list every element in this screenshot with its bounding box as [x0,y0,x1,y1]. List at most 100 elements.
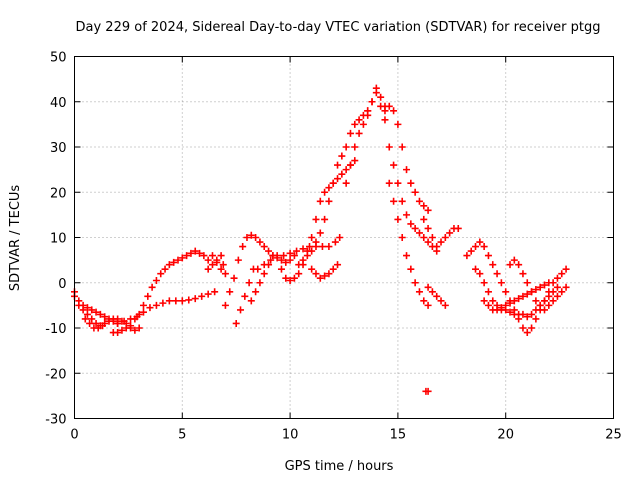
data-point-marker [368,98,376,106]
data-point-marker [497,304,505,312]
x-tick-label: 25 [605,428,622,443]
y-tick-label: 30 [50,141,67,156]
data-point-marker [528,324,536,332]
data-point-marker [144,292,152,300]
data-point-marker [148,283,156,291]
series-arc-22 [472,265,561,321]
data-point-marker [316,229,324,237]
data-point-marker [312,215,320,223]
data-point-marker [346,129,354,137]
data-point-marker [282,274,290,282]
data-point-marker [355,129,363,137]
data-point-marker [532,306,540,314]
data-point-marker [329,179,337,187]
data-point-marker [241,292,249,300]
data-point-marker [385,143,393,151]
data-point-marker [390,197,398,205]
data-point-marker [390,107,398,115]
data-point-marker [541,281,549,289]
data-point-marker [83,310,91,318]
data-point-marker [411,279,419,287]
y-axis-ticks: -30 -20 -10 0 10 20 30 40 50 [45,51,614,428]
data-point-marker [515,261,523,269]
data-point-marker [532,315,540,323]
data-point-marker [321,215,329,223]
data-point-marker [280,252,288,260]
y-tick-label: 10 [50,232,67,247]
data-point-marker [208,261,216,269]
data-points [71,84,570,395]
data-point-marker [519,324,527,332]
data-point-marker [437,238,445,246]
data-point-marker [260,270,268,278]
data-point-marker [211,288,219,296]
data-point-marker [334,175,342,183]
data-point-marker [120,317,128,325]
data-point-marker [178,297,186,305]
data-point-marker [105,315,113,323]
series-arc-13 [308,261,342,282]
data-point-marker [424,283,432,291]
x-tick-label: 5 [178,428,186,443]
y-tick-label: 20 [50,186,67,201]
data-point-marker [424,238,432,246]
data-point-marker [127,322,135,330]
data-point-marker [92,308,100,316]
data-point-marker [131,326,139,334]
data-point-marker [415,229,423,237]
data-point-marker [372,84,380,92]
data-point-marker [226,288,234,296]
data-point-marker [213,258,221,266]
data-point-marker [260,261,268,269]
data-point-marker [312,238,320,246]
data-point-marker [454,224,462,232]
data-point-marker [398,234,406,241]
data-point-marker [433,243,441,251]
y-tick-label: 50 [50,51,67,66]
series-arc-5 [114,288,219,327]
y-tick-label: -10 [45,322,66,337]
data-point-marker [493,306,501,314]
data-point-marker [407,220,415,228]
data-point-marker [428,234,436,241]
data-point-marker [256,238,264,246]
data-point-marker [476,238,484,246]
series-arc-6 [204,252,229,278]
data-point-marker [254,265,262,273]
data-point-marker [290,252,298,260]
data-point-marker [502,301,510,309]
data-point-marker [424,206,432,214]
data-point-marker [139,301,147,309]
data-point-marker [489,297,497,305]
data-point-marker [536,283,544,291]
data-point-marker [506,308,514,316]
data-point-marker [286,249,294,257]
data-point-marker [549,288,557,296]
grid-lines [74,56,614,419]
data-point-marker [428,288,436,296]
data-point-marker [415,197,423,205]
data-point-marker [172,297,180,305]
data-point-marker [351,157,359,165]
data-point-marker [325,270,333,278]
data-point-marker [506,299,514,307]
data-point-marker [545,292,553,300]
data-point-marker [159,299,167,307]
data-point-marker [325,197,333,205]
data-point-marker [437,297,445,305]
data-point-marker [558,270,566,278]
data-point-marker [484,252,492,260]
series-arc-24 [506,256,570,314]
data-point-marker [88,315,96,323]
data-point-marker [377,102,385,110]
data-point-marker [562,265,570,273]
data-point-marker [174,256,182,264]
data-point-marker [506,261,514,269]
x-tick-label: 0 [70,428,78,443]
data-point-marker [510,297,518,305]
data-point-marker [217,265,225,273]
data-point-marker [338,170,346,178]
data-point-marker [403,166,411,174]
data-point-marker [532,297,540,305]
data-point-marker [133,313,141,321]
